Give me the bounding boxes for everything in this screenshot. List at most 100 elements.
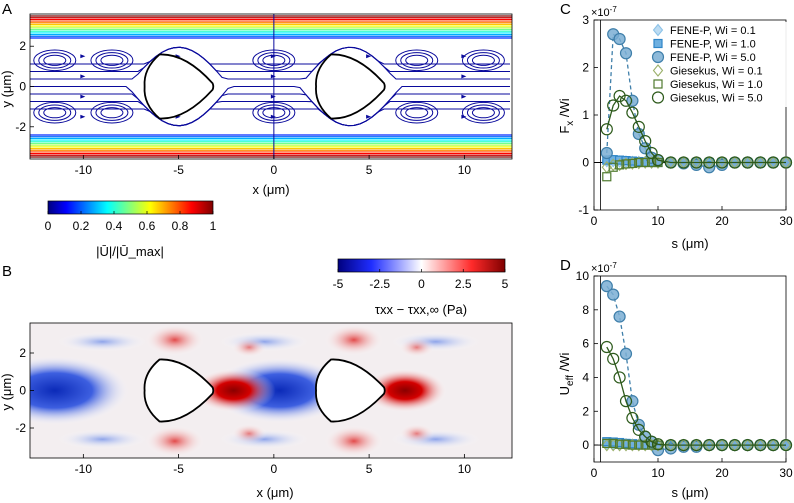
streamline-arrow <box>80 74 86 79</box>
data-point-circle <box>639 135 652 148</box>
streamline-loop <box>100 107 124 119</box>
panel-b-stress-map <box>30 323 512 458</box>
panel-label-c: C <box>560 1 571 18</box>
legend-entry-label: Giesekus, Wi = 1.0 <box>670 79 763 91</box>
stress-red-small-lobe <box>398 423 435 444</box>
data-point-circle <box>677 156 690 169</box>
streamline-loop <box>395 49 439 72</box>
data-point-square <box>627 158 638 169</box>
panel-a-xtick-label: 0 <box>271 163 278 177</box>
panel-d-ytick-label: 6 <box>582 337 589 351</box>
data-point-circle <box>626 411 639 425</box>
streamline-arrow <box>80 114 86 119</box>
panel-c-xtick-label: 0 <box>591 214 598 228</box>
streamline-loop <box>405 107 429 119</box>
colorbar-stress-tick-label: 2.5 <box>455 277 472 291</box>
data-point-circle <box>741 438 754 452</box>
panel-b-stress-field: -10 -5 0 5 10 -2 0 2 y (μm) x (μm) <box>0 322 513 500</box>
panel-a-xtick-label: -10 <box>75 163 93 177</box>
data-point-square <box>634 440 644 450</box>
obstacle-shape <box>143 53 215 120</box>
legend-entry-label: FENE-P, Wi = 0.1 <box>670 25 756 37</box>
panel-c-ytick-label: 0 <box>582 156 589 170</box>
streamline-core <box>30 100 510 127</box>
data-point-circle <box>664 156 677 169</box>
panel-c-exponent: ×10-7 <box>591 5 617 19</box>
data-point-circle <box>600 280 613 293</box>
panel-label-d: D <box>560 257 571 274</box>
streamline-arrow <box>461 94 467 99</box>
streamline-loop <box>461 49 505 72</box>
streamline-loop <box>90 49 134 72</box>
panel-c-ytick-label: 1 <box>582 108 589 122</box>
panel-c-xtick-label: 10 <box>651 214 665 228</box>
data-point-circle <box>741 156 754 169</box>
legend-entry-label: Giesekus, Wi = 0.1 <box>670 66 763 78</box>
obstacle-shape <box>315 358 386 423</box>
panel-b-xlabel: x (μm) <box>256 485 293 500</box>
streamline-loop <box>471 107 495 119</box>
legend-entry-label: Giesekus, Wi = 5.0 <box>670 93 763 105</box>
data-point-square <box>602 438 612 448</box>
stress-red-wake <box>363 368 448 413</box>
panel-d-xtick-label: 30 <box>779 466 793 480</box>
legend-entry-label: FENE-P, Wi = 1.0 <box>670 39 756 51</box>
stress-blue-lobe <box>30 355 130 426</box>
panel-d-ylabel: Ueff /Wi <box>557 353 576 396</box>
streamline-core <box>30 46 510 73</box>
panel-b-xtick-label: 10 <box>458 462 472 476</box>
panel-d-xtick-label: 20 <box>715 466 729 480</box>
panel-c-series-4 <box>602 157 663 182</box>
data-point-square <box>627 440 638 450</box>
data-point-circle <box>619 347 633 360</box>
obstacle-shape <box>315 53 386 120</box>
stress-red-wall-lobe <box>323 323 384 356</box>
panel-a-ylabel: y (μm) <box>0 70 14 107</box>
data-point-circle <box>779 156 793 169</box>
streamline-arrow <box>366 54 372 59</box>
streamline-arrow <box>366 114 372 119</box>
panel-a-ytick-label: 2 <box>19 39 26 53</box>
colorbar-velocity-tick-label: 1 <box>210 219 217 233</box>
panel-d-ytick-label: 2 <box>582 404 589 418</box>
data-point-circle <box>632 423 645 436</box>
streamline-loop <box>395 101 439 124</box>
panel-b-axes: -10 -5 0 5 10 -2 0 2 <box>15 346 471 476</box>
data-point-circle <box>619 395 633 408</box>
streamline-loop <box>95 52 129 69</box>
colorbar-stress-tick-label: 5 <box>502 277 509 291</box>
data-point-circle <box>645 435 658 448</box>
panel-d-exponent: ×10-7 <box>591 261 617 275</box>
panel-a-xtick-label: 10 <box>458 163 472 177</box>
data-point-circle <box>600 340 613 354</box>
data-point-circle <box>613 371 626 384</box>
streamline-core <box>30 93 510 127</box>
stress-wall-lobe <box>57 331 148 352</box>
panel-d-xtick-label: 10 <box>651 466 665 480</box>
data-point-square <box>640 157 650 168</box>
data-point-square <box>640 440 650 450</box>
data-point-circle <box>607 99 620 112</box>
colorbar-velocity-label: |Ū|/|Ū_max| <box>96 244 164 259</box>
panel-b-ytick-label: 2 <box>19 346 26 360</box>
panel-c-series-line <box>606 95 786 164</box>
data-point-circle <box>607 352 620 365</box>
streamline-loop <box>38 52 72 69</box>
panel-c-legend: FENE-P, Wi = 0.1 FENE-P, Wi = 1.0FENE-P, … <box>650 22 788 107</box>
data-point-square <box>653 157 663 168</box>
data-point-circle <box>703 438 716 452</box>
data-point-circle <box>677 438 690 452</box>
stress-red-wall-lobe <box>144 323 205 356</box>
data-point-circle <box>728 438 741 452</box>
data-point-circle <box>754 438 767 452</box>
streamline-arrow <box>461 74 467 79</box>
colorbar-stress-label: τxx − τxx,∞ (Pa) <box>375 302 467 317</box>
data-point-circle <box>728 156 741 169</box>
data-point-circle <box>626 94 639 107</box>
data-point-circle <box>715 156 729 169</box>
panel-d-ytick-label: 8 <box>582 303 589 317</box>
streamline-loop <box>400 104 434 121</box>
data-point-circle <box>754 156 767 169</box>
panel-d-series-4 <box>602 438 663 450</box>
